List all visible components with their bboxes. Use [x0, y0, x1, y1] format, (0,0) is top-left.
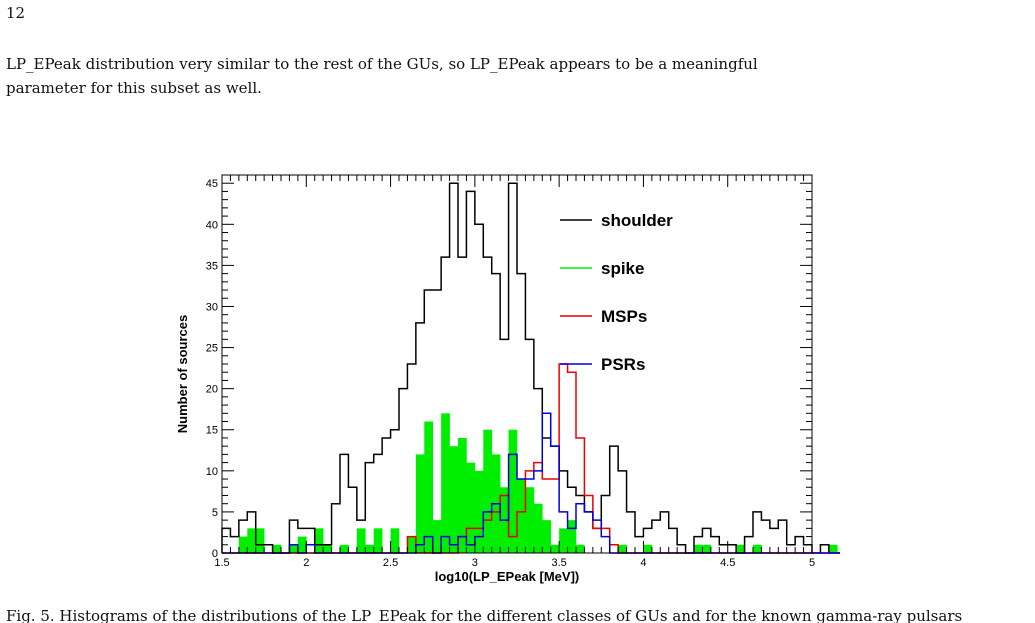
y-tick-label: 5 — [212, 507, 218, 519]
bar-spike — [238, 536, 248, 553]
bar-spike — [415, 454, 425, 553]
bar-spike — [441, 413, 450, 553]
x-tick-label: 4.5 — [720, 557, 735, 569]
bar-spike — [340, 544, 349, 553]
x-tick-label: 5 — [809, 557, 815, 569]
y-axis-label: Number of sources — [175, 315, 190, 433]
bar-spike — [449, 446, 459, 553]
bar-spike — [550, 544, 560, 553]
x-tick-label: 1.5 — [214, 557, 229, 569]
bar-spike — [508, 429, 518, 553]
bar-spike — [559, 528, 568, 553]
x-tick-label: 2.5 — [383, 557, 398, 569]
y-tick-label: 0 — [212, 548, 218, 560]
bar-spike — [542, 520, 552, 553]
bar-spike — [365, 544, 375, 553]
bar-spike — [424, 421, 434, 553]
x-tick-label: 3.5 — [551, 557, 566, 569]
x-axis-label: log10(LP_EPeak [MeV]) — [435, 569, 580, 584]
bar-spike — [525, 487, 535, 553]
y-tick-label: 35 — [206, 260, 218, 272]
bar-spike — [753, 544, 762, 553]
y-tick-label: 30 — [206, 301, 218, 313]
y-tick-label: 20 — [206, 384, 218, 396]
bar-spike — [373, 528, 383, 553]
bar-spike — [432, 520, 442, 553]
series-layer — [221, 182, 840, 554]
bar-spike — [323, 544, 332, 553]
bar-spike — [314, 528, 324, 553]
bar-spike — [618, 544, 627, 553]
bar-spike — [567, 520, 577, 553]
bar-spike — [517, 479, 526, 553]
bar-spike — [407, 536, 417, 553]
legend-label-spike: spike — [601, 259, 644, 278]
bar-spike — [247, 528, 257, 553]
x-tick-label: 3 — [472, 557, 478, 569]
bar-spike — [356, 528, 366, 553]
bar-spike — [576, 544, 585, 553]
bar-spike — [255, 528, 265, 553]
x-tick-label: 2 — [303, 557, 309, 569]
series-spike-bars — [238, 413, 838, 553]
bar-spike — [458, 437, 467, 553]
bar-spike — [466, 462, 476, 553]
bar-spike — [390, 528, 400, 553]
bar-spike — [289, 544, 299, 553]
x-tick-label: 4 — [640, 557, 646, 569]
bar-spike — [828, 544, 838, 553]
legend-label-shoulder: shoulder — [601, 211, 673, 230]
y-tick-label: 10 — [206, 466, 218, 478]
bar-spike — [272, 544, 282, 553]
bar-spike — [702, 544, 712, 553]
y-tick-label: 15 — [206, 425, 218, 437]
legend-label-psrs: PSRs — [601, 355, 645, 374]
histogram-figure: 1.5 2 2.5 3 3.5 4 4.5 5 0 5 10 15 20 25 30 35 40 45 log10… — [175, 174, 840, 584]
ticks-layer: 1.5 2 2.5 3 3.5 4 4.5 5 0 5 10 15 20 25 30 35 40 45 — [206, 174, 815, 569]
y-tick-label: 25 — [206, 343, 218, 355]
y-tick-label: 40 — [206, 219, 218, 231]
legend-label-msps: MSPs — [601, 307, 647, 326]
bar-spike — [643, 544, 653, 553]
y-tick-label: 45 — [206, 178, 218, 190]
page-number: 12 — [6, 4, 26, 22]
bar-spike — [694, 544, 703, 553]
bar-spike — [297, 536, 307, 553]
legend: shoulder spike MSPs PSRs — [560, 211, 673, 374]
bar-spike — [533, 503, 543, 553]
bar-spike — [483, 429, 493, 553]
body-paragraph: LP_EPeak distribution very similar to th… — [6, 55, 758, 97]
bar-spike — [736, 544, 745, 553]
figure-caption: Fig. 5. Histograms of the distributions … — [6, 607, 963, 623]
bar-spike — [474, 470, 484, 553]
